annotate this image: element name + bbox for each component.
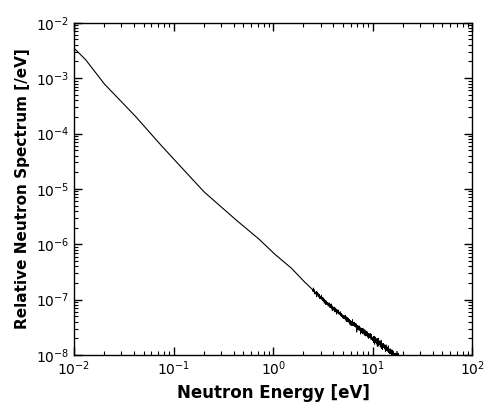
X-axis label: Neutron Energy [eV]: Neutron Energy [eV]	[177, 384, 370, 402]
Y-axis label: Relative Neutron Spectrum [/eV]: Relative Neutron Spectrum [/eV]	[15, 48, 30, 329]
